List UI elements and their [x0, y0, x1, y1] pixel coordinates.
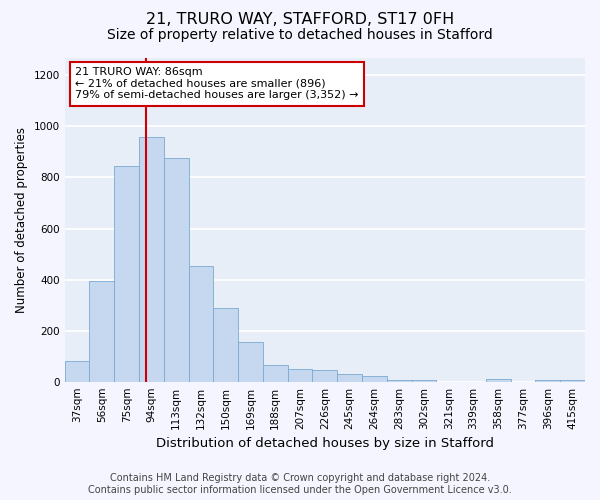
Bar	[164, 158, 188, 382]
Bar	[313, 370, 337, 382]
Bar	[337, 374, 362, 382]
Bar	[287, 369, 313, 382]
Bar	[387, 380, 412, 382]
Bar	[188, 266, 214, 382]
Text: Contains HM Land Registry data © Crown copyright and database right 2024.
Contai: Contains HM Land Registry data © Crown c…	[88, 474, 512, 495]
Bar	[89, 281, 114, 382]
Bar	[412, 380, 436, 382]
Bar	[263, 365, 287, 382]
Bar	[214, 308, 238, 382]
Bar	[486, 379, 511, 382]
Y-axis label: Number of detached properties: Number of detached properties	[15, 126, 28, 312]
Bar	[238, 342, 263, 382]
Bar	[139, 136, 164, 382]
Bar	[560, 380, 585, 382]
X-axis label: Distribution of detached houses by size in Stafford: Distribution of detached houses by size …	[156, 437, 494, 450]
Bar	[362, 376, 387, 382]
Text: 21, TRURO WAY, STAFFORD, ST17 0FH: 21, TRURO WAY, STAFFORD, ST17 0FH	[146, 12, 454, 28]
Text: 21 TRURO WAY: 86sqm
← 21% of detached houses are smaller (896)
79% of semi-detac: 21 TRURO WAY: 86sqm ← 21% of detached ho…	[75, 67, 359, 100]
Bar	[65, 362, 89, 382]
Text: Size of property relative to detached houses in Stafford: Size of property relative to detached ho…	[107, 28, 493, 42]
Bar	[535, 380, 560, 382]
Bar	[114, 166, 139, 382]
